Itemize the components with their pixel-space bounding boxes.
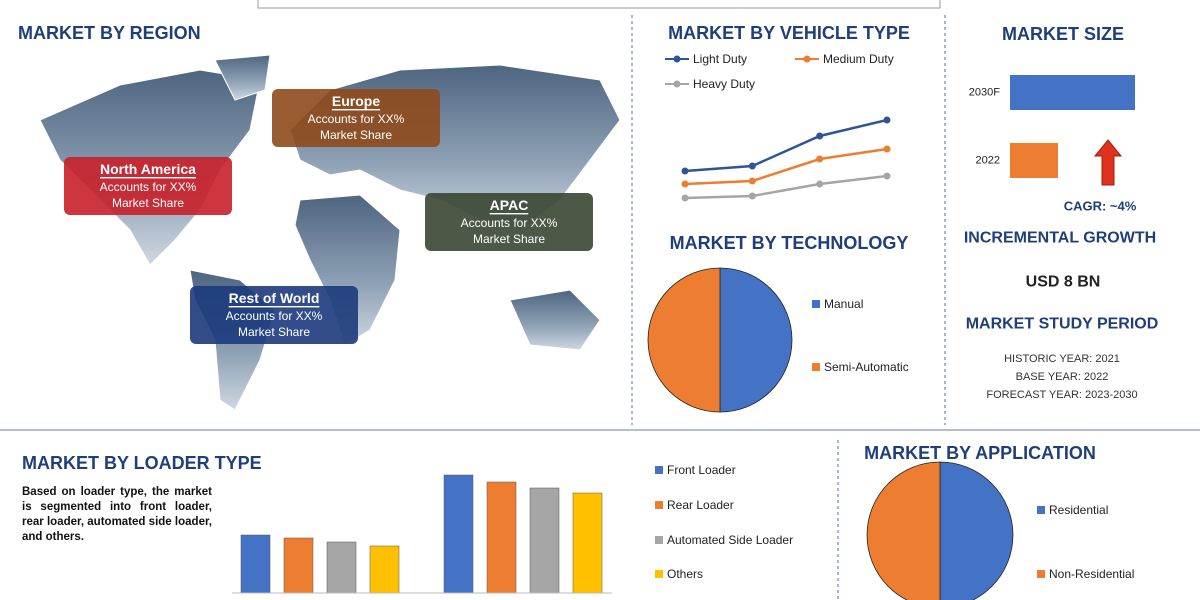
series-line: [684, 118, 888, 173]
section-title: MARKET STUDY PERIOD: [966, 316, 1159, 333]
section-title: MARKET BY LOADER TYPE: [22, 453, 262, 473]
pie-slice: [939, 461, 1014, 600]
cagr: CAGR: ~4%: [1064, 199, 1137, 214]
section-title: MARKET BY REGION: [18, 23, 201, 43]
pie-slice: [866, 461, 941, 600]
bar: [369, 545, 400, 594]
section-title: MARKET SIZE: [1002, 24, 1124, 44]
callout-box: [64, 157, 232, 215]
point: [883, 145, 891, 153]
pie-slice: [719, 267, 793, 413]
point: [748, 192, 756, 200]
point: [816, 132, 824, 140]
callout-name: North America: [100, 161, 196, 177]
bar: [529, 487, 560, 594]
bar: [326, 541, 357, 594]
point: [681, 194, 689, 202]
callout-text: Accounts for XX%: [226, 309, 323, 323]
bar: [240, 534, 271, 594]
series-line: [684, 174, 888, 200]
point: [681, 167, 689, 175]
bar-label: 2030F: [969, 87, 1000, 99]
legend-swatch: [1037, 506, 1045, 514]
bar: [486, 481, 517, 594]
callout-text: Market Share: [320, 128, 392, 142]
legend-label: Light Duty: [693, 52, 747, 66]
callout-text: Market Share: [112, 196, 184, 210]
point: [816, 180, 824, 188]
series-line: [684, 147, 888, 186]
section-title: INCREMENTAL GROWTH: [964, 230, 1156, 247]
callout-text: Accounts for XX%: [100, 180, 197, 194]
legend-label: Non-Residential: [1049, 567, 1134, 581]
bar: [572, 492, 603, 594]
callout-name: Europe: [332, 93, 380, 109]
bar: [443, 474, 474, 594]
callout-name: Rest of World: [229, 290, 320, 306]
point: [681, 180, 689, 188]
legend-label: Automated Side Loader: [667, 533, 793, 547]
point: [883, 116, 891, 124]
point: [748, 162, 756, 170]
point: [816, 155, 824, 163]
callout-text: Accounts for XX%: [308, 112, 405, 126]
legend-label: Medium Duty: [823, 52, 894, 66]
legend-label: Front Loader: [667, 463, 736, 477]
legend-swatch: [812, 363, 820, 371]
legend-swatch: [655, 466, 663, 474]
legend-swatch: [655, 501, 663, 509]
period-line: BASE YEAR: 2022: [1016, 371, 1109, 383]
period-line: FORECAST YEAR: 2023-2030: [986, 389, 1137, 401]
legend-label: Heavy Duty: [693, 77, 755, 91]
legend-swatch: [803, 55, 811, 63]
callout-box: [190, 286, 358, 344]
callout-text: Market Share: [238, 325, 310, 339]
period-line: HISTORIC YEAR: 2021: [1004, 353, 1120, 365]
legend-swatch: [673, 55, 681, 63]
bar: [283, 537, 314, 594]
callout-box: [425, 193, 593, 251]
callout-box: [272, 89, 440, 147]
callout-text: Market Share: [473, 232, 545, 246]
legend-label: Residential: [1049, 503, 1108, 517]
callout-name: APAC: [490, 197, 529, 213]
description: Based on loader type, the market is segm…: [22, 486, 212, 543]
section-title: MARKET BY TECHNOLOGY: [670, 233, 909, 253]
pie-slice: [647, 267, 721, 413]
legend-swatch: [655, 536, 663, 544]
legend-label: Manual: [824, 297, 863, 311]
callout-text: Accounts for XX%: [461, 216, 558, 230]
legend-swatch: [655, 570, 663, 578]
growth-value: USD 8 BN: [1026, 274, 1101, 291]
legend-swatch: [673, 80, 681, 88]
point: [748, 177, 756, 185]
section-title: MARKET BY APPLICATION: [864, 443, 1096, 463]
legend-swatch: [812, 300, 820, 308]
bar: [1010, 75, 1135, 110]
legend-swatch: [1037, 570, 1045, 578]
legend-label: Others: [667, 567, 703, 581]
legend-label: Rear Loader: [667, 498, 734, 512]
bar: [1010, 143, 1058, 178]
growth-arrow: [1093, 139, 1123, 186]
section-title: MARKET BY VEHICLE TYPE: [668, 23, 910, 43]
point: [883, 172, 891, 180]
top-box: [257, 0, 941, 9]
bar-label: 2022: [976, 155, 1000, 167]
legend-label: Semi-Automatic: [824, 360, 909, 374]
